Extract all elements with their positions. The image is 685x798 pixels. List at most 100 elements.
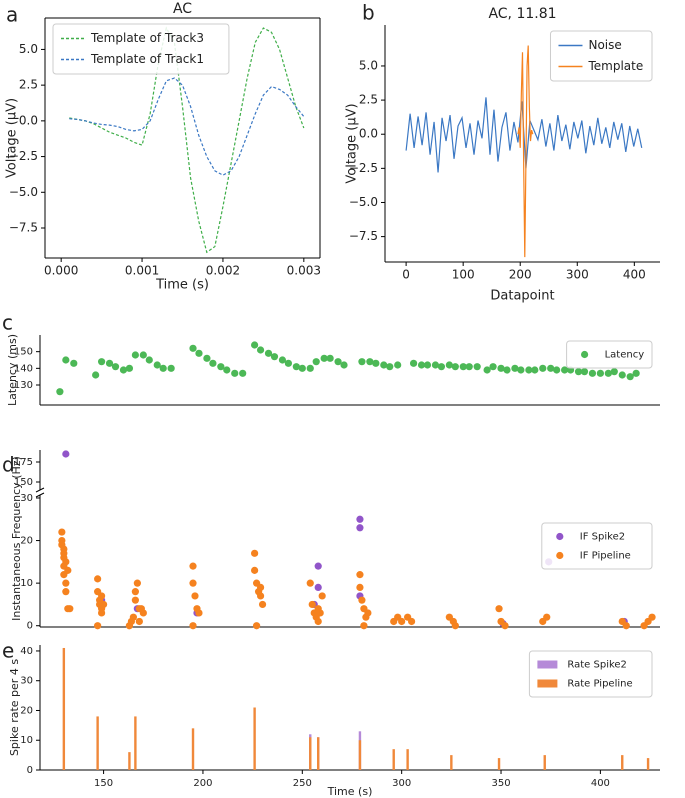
point [125,364,134,372]
point [539,364,547,372]
legend-box [566,340,653,369]
bar [134,716,137,770]
x-tick-label: 200 [193,778,212,789]
y-tick-label: 0 [27,765,33,776]
point [98,592,106,600]
point [139,609,147,617]
point [314,583,322,592]
x-axis-label: Datapoint [490,289,554,304]
legend-box [541,522,653,570]
point [503,366,511,374]
y-tick-label: 2.5 [359,93,378,107]
point [626,373,634,381]
point [394,361,402,369]
point [231,369,239,377]
y-tick-label: 20 [20,536,33,547]
point [398,617,406,626]
x-tick-label: 250 [293,778,312,789]
point [511,364,519,372]
point [195,609,203,617]
legend-label: Template [587,59,643,73]
x-tick-label: 200 [509,268,532,282]
point [364,609,372,617]
point [366,358,374,366]
x-tick-label: 300 [566,268,589,282]
point [217,363,225,371]
point [547,364,555,372]
point [195,349,203,357]
y-tick-label: −5.0 [349,195,378,209]
point [251,566,259,574]
point [334,358,342,366]
point [495,605,503,613]
y-tick-label: 5.0 [19,42,38,56]
point [131,588,139,596]
point [251,341,259,349]
point [189,562,197,570]
point [111,363,120,371]
point [56,388,64,396]
legend-label: Template of Track1 [90,52,204,66]
point [189,344,197,352]
y-tick-label: −5.0 [9,185,38,199]
y-axis-label: Latency (ms) [6,334,19,406]
bar [253,707,256,770]
point [501,622,509,630]
point [489,363,497,371]
point [292,363,300,371]
legend-swatch [537,679,558,688]
point [356,571,364,579]
point [98,609,106,617]
point [386,363,394,371]
point [133,579,141,587]
bar [96,716,99,770]
y-axis-label: Instantaneous Frequency (Hz) [10,456,23,621]
point [459,363,467,371]
point [314,562,322,570]
point [94,575,102,583]
point [62,579,70,587]
point [517,366,525,374]
break-mark [35,487,45,493]
bar [406,749,409,770]
point [191,592,199,600]
point [306,579,314,587]
point [356,524,364,532]
point [135,617,143,626]
point [131,351,139,359]
panel-label: a [6,3,18,27]
point [610,368,618,376]
y-axis-label: Spike rate per 4 s [8,659,21,756]
point [58,541,66,549]
point [253,622,261,630]
y-tick-label: 130 [14,380,33,391]
point [497,364,505,372]
legend-swatch [556,551,564,560]
point [256,346,265,354]
point [640,622,648,630]
point [553,366,561,374]
point [145,356,153,364]
x-tick-label: 0.000 [44,264,78,278]
x-tick-label: 400 [623,268,646,282]
point [596,369,604,377]
point [99,600,108,609]
point [94,622,102,630]
y-tick-label: 0.0 [19,113,38,127]
y-tick-label: 0 [27,621,33,632]
y-tick-label: 20 [20,705,33,716]
point [340,361,348,369]
point [58,528,66,536]
legend-label: IF Spike2 [580,532,625,543]
y-tick-label: −7.5 [349,229,378,243]
legend-label: Rate Spike2 [567,660,627,671]
bar [191,728,195,770]
bar [543,755,546,770]
point [223,366,231,374]
point [574,368,583,376]
y-axis-label: Voltage (μV) [5,98,20,178]
chart-title: AC, 11.81 [488,6,556,22]
point [239,369,247,377]
y-tick-label: 5.0 [359,58,378,72]
point [451,363,459,371]
